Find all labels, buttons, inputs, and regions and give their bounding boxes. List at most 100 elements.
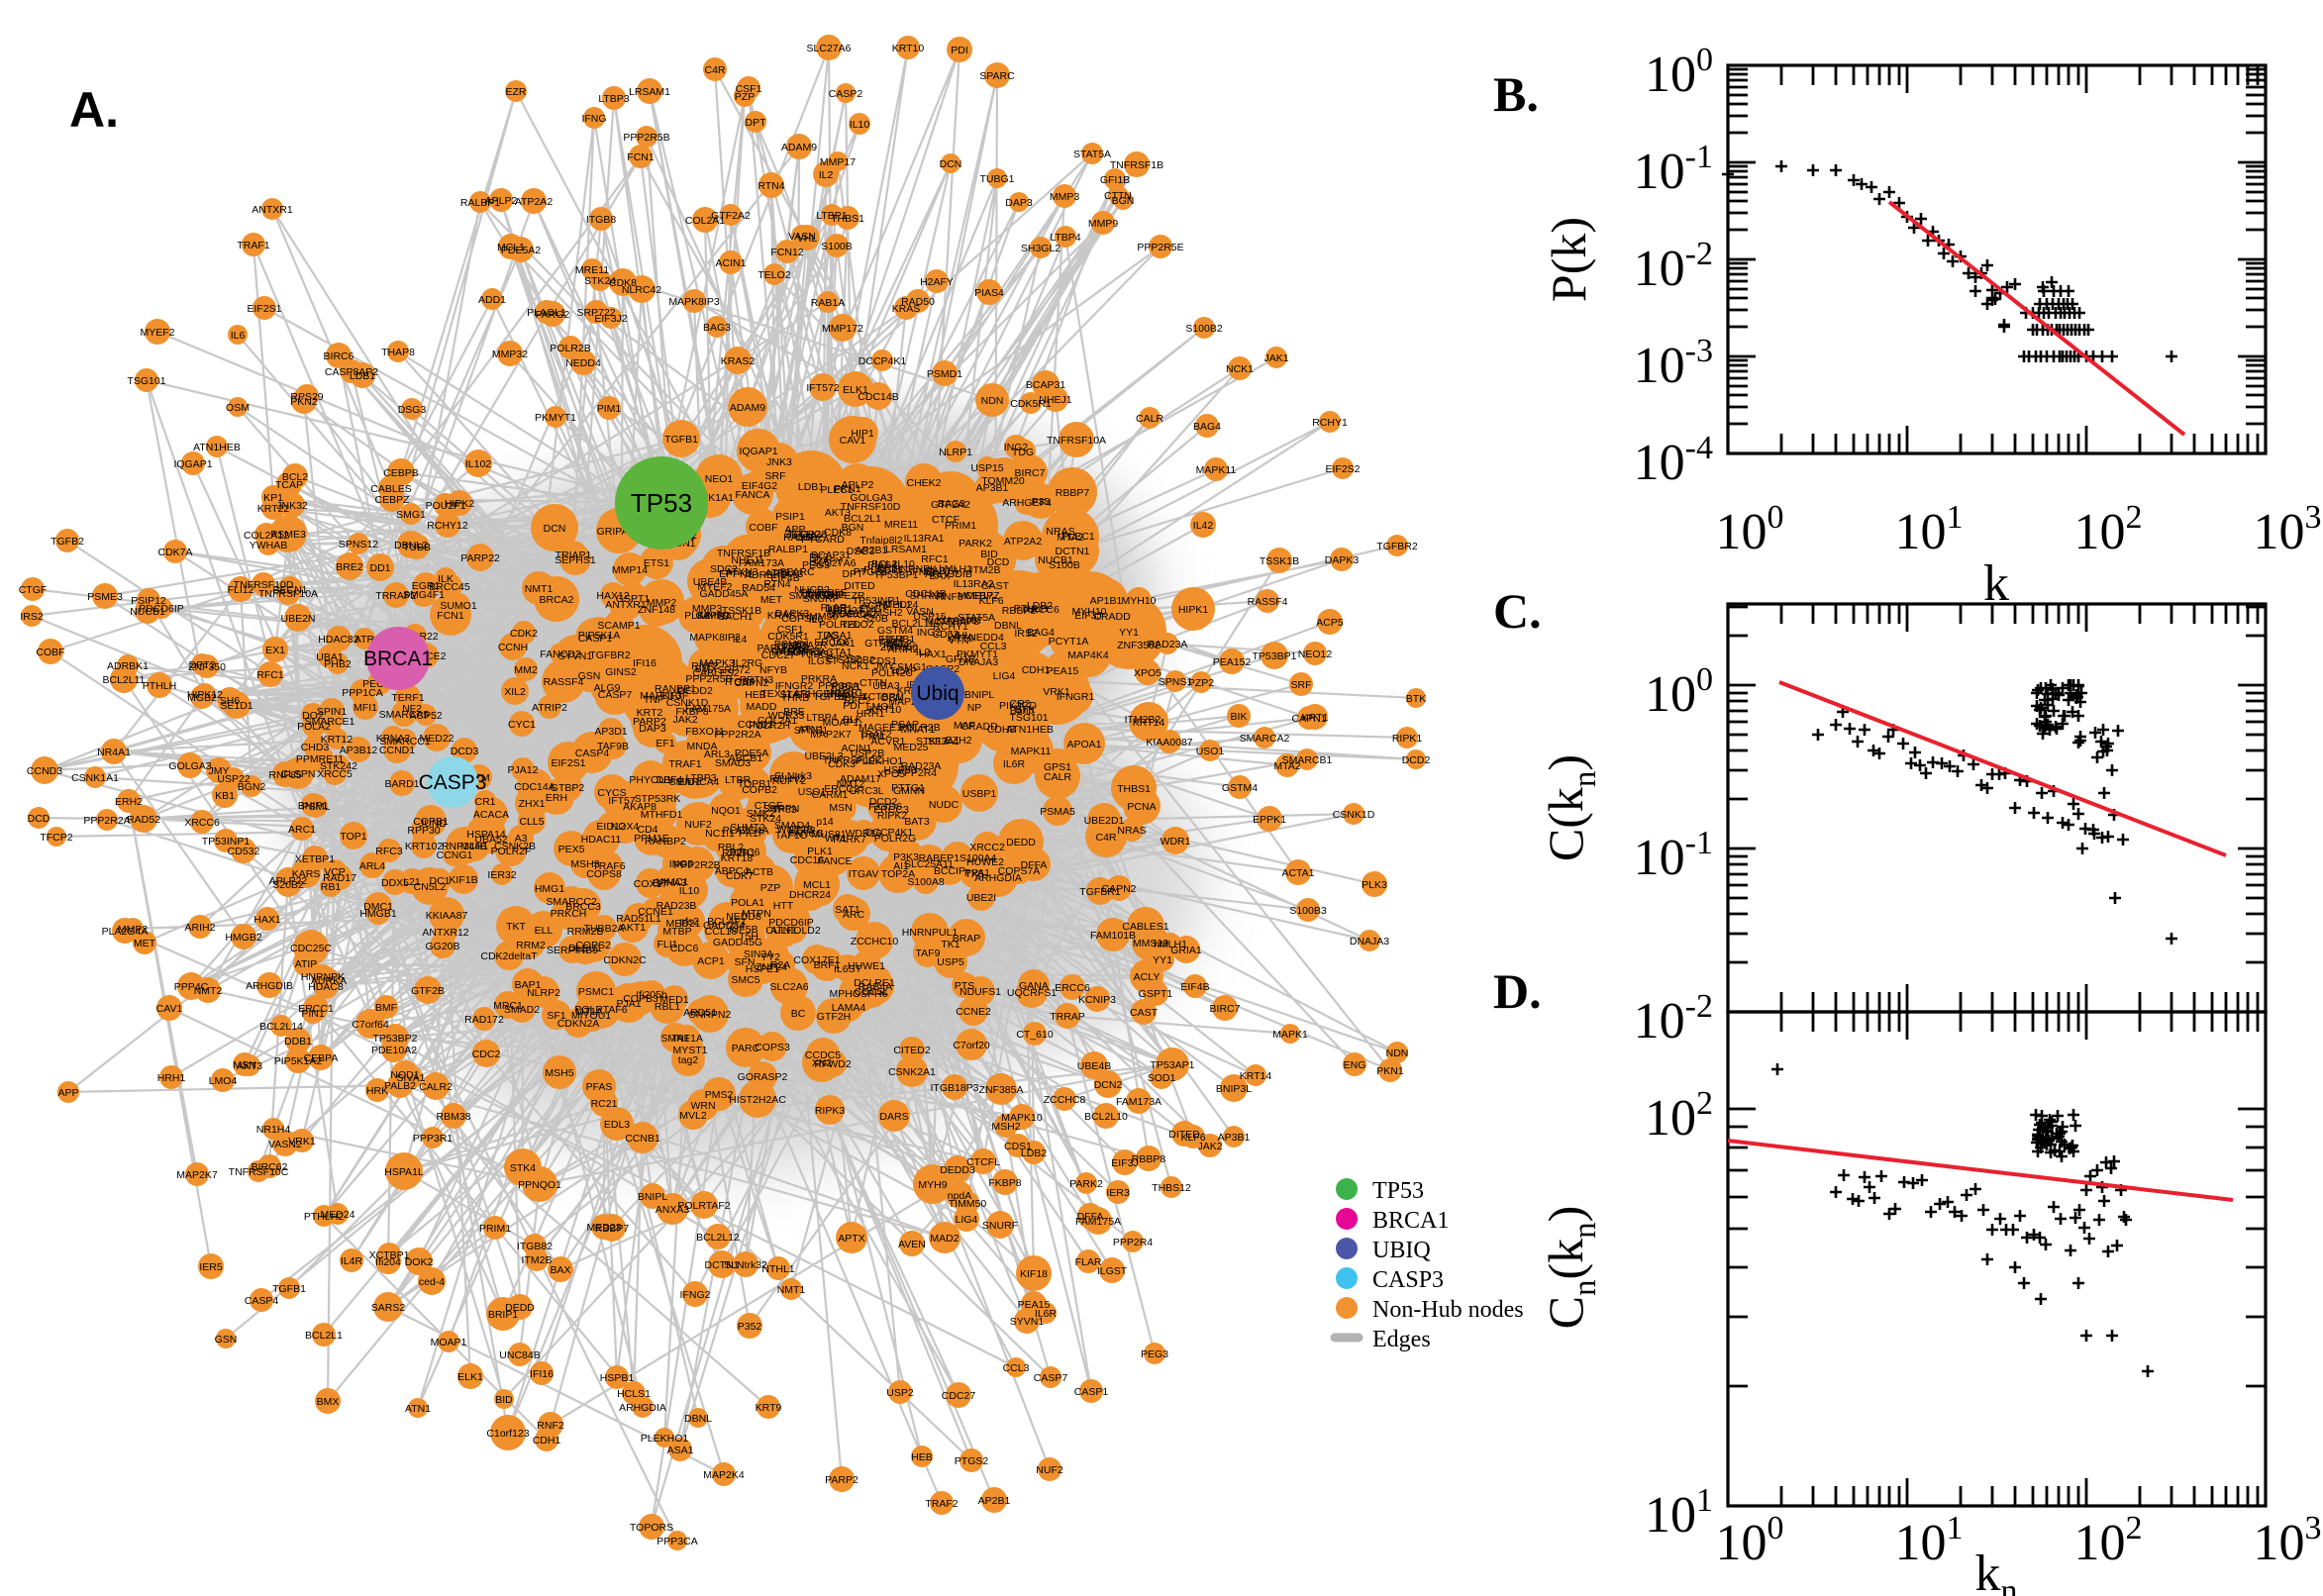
svg-text:ZHX1: ZHX1 (519, 798, 546, 810)
svg-text:CDKN2A: CDKN2A (557, 1018, 600, 1030)
svg-text:OSM: OSM (880, 692, 904, 704)
svg-text:PTHLH: PTHLH (1014, 603, 1048, 615)
svg-text:BAG4: BAG4 (1027, 627, 1055, 639)
svg-text:ERCC6: ERCC6 (814, 637, 850, 648)
svg-text:CAST: CAST (1130, 1007, 1159, 1019)
svg-text:CDK2deltaT: CDK2deltaT (480, 950, 538, 962)
svg-text:ATN1HEB: ATN1HEB (1006, 724, 1054, 736)
svg-text:CDH1: CDH1 (1022, 664, 1051, 676)
svg-text:CDC16: CDC16 (790, 854, 825, 866)
svg-text:KRAS: KRAS (767, 610, 796, 622)
svg-text:S100B3: S100B3 (1289, 905, 1327, 917)
svg-text:VRK1: VRK1 (288, 1136, 316, 1147)
svg-text:DNAJA3: DNAJA3 (1350, 936, 1389, 948)
svg-text:SMARCB1: SMARCB1 (789, 590, 840, 602)
svg-text:MED24: MED24 (320, 1209, 354, 1221)
svg-text:FXYD6: FXYD6 (868, 801, 902, 813)
svg-text:PTTG1: PTTG1 (891, 782, 925, 794)
svg-text:SMARCE1: SMARCE1 (305, 716, 355, 728)
svg-text:PPP2R2A: PPP2R2A (714, 729, 760, 741)
svg-text:GG20B: GG20B (425, 941, 459, 952)
svg-text:IL4R: IL4R (341, 1255, 363, 1267)
svg-text:PDE5A2: PDE5A2 (501, 245, 541, 256)
svg-text:NP: NP (967, 702, 982, 714)
svg-text:KRT102: KRT102 (405, 841, 443, 852)
svg-text:BCL2L14: BCL2L14 (259, 1021, 303, 1033)
svg-text:USP2B: USP2B (851, 748, 884, 759)
svg-text:DSG3: DSG3 (398, 404, 427, 416)
svg-text:ACLY: ACLY (1134, 971, 1161, 983)
svg-text:EID1: EID1 (677, 776, 701, 788)
svg-text:P35: P35 (1032, 496, 1051, 508)
svg-text:EID12: EID12 (596, 821, 625, 833)
svg-text:TK1: TK1 (941, 939, 960, 950)
svg-text:LTBP4: LTBP4 (806, 712, 837, 724)
svg-text:UBA52: UBA52 (474, 834, 507, 846)
svg-text:RFC2: RFC2 (844, 695, 871, 707)
svg-text:p14: p14 (816, 816, 834, 828)
svg-text:MIYOU1: MIYOU1 (571, 1010, 611, 1022)
svg-text:HNRNPK: HNRNPK (893, 563, 937, 575)
svg-text:CASP7: CASP7 (598, 689, 633, 701)
svg-text:DEDD3: DEDD3 (940, 1164, 975, 1176)
svg-text:KARS: KARS (292, 868, 321, 880)
svg-text:BAX: BAX (929, 570, 950, 582)
svg-text:ITM2B: ITM2B (522, 1254, 553, 1266)
svg-text:MYEF2: MYEF2 (140, 327, 174, 339)
svg-text:AP3B1: AP3B1 (976, 482, 1009, 494)
svg-text:MMP3: MMP3 (1050, 191, 1079, 203)
svg-text:RAD172: RAD172 (464, 1014, 504, 1026)
svg-text:PPP3CA: PPP3CA (818, 680, 858, 692)
svg-text:LTBR: LTBR (725, 774, 751, 786)
svg-text:HDAC82: HDAC82 (318, 634, 359, 646)
svg-text:PDE10A: PDE10A (833, 608, 872, 620)
svg-text:USP22: USP22 (217, 773, 250, 785)
svg-text:TP53BP2: TP53BP2 (373, 1033, 418, 1045)
svg-text:XETBP1: XETBP1 (295, 853, 335, 865)
svg-text:NCK1: NCK1 (1226, 363, 1254, 375)
svg-text:RRM2: RRM2 (516, 940, 546, 951)
svg-text:ZNF350: ZNF350 (880, 642, 918, 653)
svg-text:102: 102 (1645, 1085, 1713, 1147)
svg-text:PEA152: PEA152 (1213, 656, 1252, 668)
svg-text:MRE11: MRE11 (575, 264, 609, 276)
svg-text:TUBB: TUBB (403, 542, 431, 553)
svg-text:KRT2: KRT2 (637, 707, 663, 719)
svg-text:ERCC1: ERCC1 (298, 1003, 334, 1015)
svg-text:CULPOLD2: CULPOLD2 (765, 925, 821, 937)
svg-text:ATN1: ATN1 (405, 1403, 431, 1415)
svg-text:STP53RK: STP53RK (635, 793, 681, 805)
svg-text:C.: C. (1493, 583, 1542, 639)
svg-text:MAPK10: MAPK10 (640, 690, 681, 702)
svg-text:NLRP1: NLRP1 (939, 447, 972, 458)
svg-text:TP53BP1: TP53BP1 (874, 569, 919, 581)
svg-text:101: 101 (1895, 1510, 1964, 1571)
svg-text:MGB2: MGB2 (187, 692, 217, 704)
svg-text:MSH5: MSH5 (545, 1067, 573, 1079)
svg-text:GADD45G: GADD45G (713, 937, 762, 948)
svg-text:UBA3: UBA3 (872, 680, 900, 692)
svg-text:R2A: R2A (770, 959, 790, 971)
svg-text:KB1: KB1 (215, 790, 235, 802)
svg-text:MTPN: MTPN (742, 908, 771, 920)
svg-text:STK24: STK24 (750, 813, 781, 825)
svg-text:MAPK8IP3: MAPK8IP3 (689, 632, 741, 644)
svg-text:SPIN1: SPIN1 (838, 691, 868, 703)
svg-text:HAX12: HAX12 (596, 590, 629, 602)
svg-text:COPB2: COPB2 (742, 784, 777, 796)
svg-text:ZNF24: ZNF24 (756, 961, 787, 973)
svg-text:CEBPA: CEBPA (304, 1052, 339, 1064)
svg-text:RNF8: RNF8 (936, 591, 963, 603)
svg-text:NUCB2: NUCB2 (794, 584, 830, 596)
svg-text:PLK3: PLK3 (684, 610, 710, 622)
svg-text:POLRTAF2: POLRTAF2 (677, 1200, 730, 1212)
svg-text:BNIP3L: BNIP3L (1216, 1083, 1252, 1095)
svg-text:IL102: IL102 (465, 458, 491, 470)
svg-text:DHCR24: DHCR24 (789, 889, 831, 901)
svg-text:EPHA3: EPHA3 (653, 877, 687, 889)
svg-text:ARHGEF4: ARHGEF4 (1002, 497, 1052, 509)
svg-text:DARS: DARS (879, 1111, 908, 1123)
svg-text:ADRBK1: ADRBK1 (107, 660, 149, 672)
svg-text:KRT10: KRT10 (892, 43, 925, 54)
svg-text:ACVR1: ACVR1 (870, 736, 905, 748)
